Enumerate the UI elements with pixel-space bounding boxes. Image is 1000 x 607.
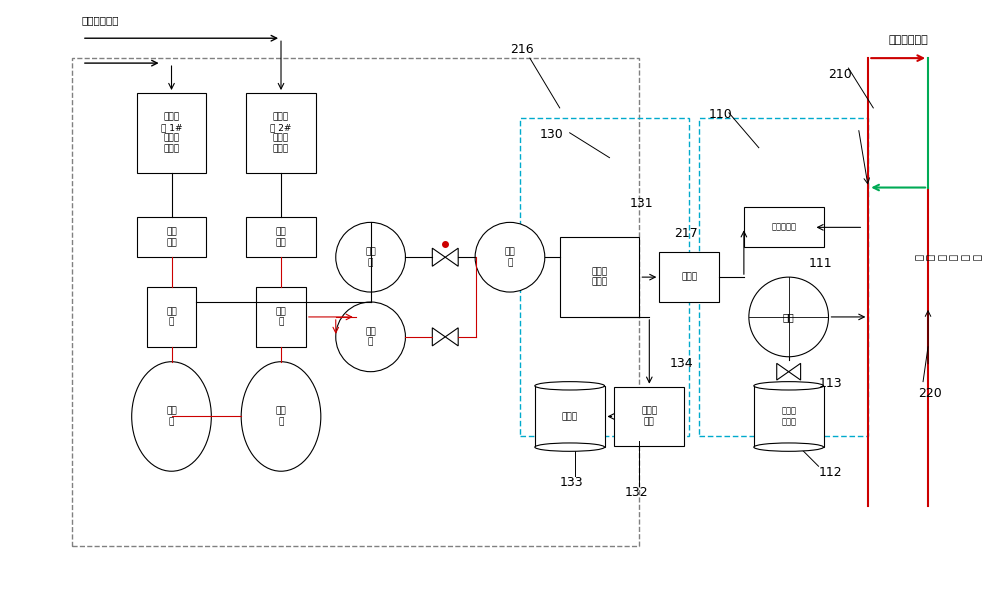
FancyBboxPatch shape <box>535 386 605 447</box>
Ellipse shape <box>754 382 824 390</box>
Ellipse shape <box>754 443 824 452</box>
Text: 粉尘
罐: 粉尘 罐 <box>166 407 177 426</box>
Text: 217: 217 <box>674 227 698 240</box>
FancyBboxPatch shape <box>147 287 196 347</box>
Ellipse shape <box>535 382 605 390</box>
Circle shape <box>336 222 405 292</box>
FancyBboxPatch shape <box>246 93 316 172</box>
Text: 去往乏燃料侧: 去往乏燃料侧 <box>888 35 928 45</box>
Circle shape <box>749 277 828 357</box>
Text: 计数
器: 计数 器 <box>365 327 376 347</box>
Text: 110: 110 <box>709 108 733 121</box>
Circle shape <box>475 222 545 292</box>
Text: 计数
器: 计数 器 <box>505 248 515 267</box>
Ellipse shape <box>241 362 321 471</box>
Text: 210: 210 <box>828 68 852 81</box>
FancyBboxPatch shape <box>560 237 639 317</box>
Text: 卸料
机构: 卸料 机构 <box>276 228 286 247</box>
Text: 111: 111 <box>809 257 832 270</box>
Text: 113: 113 <box>819 376 842 390</box>
Text: 隔离
器: 隔离 器 <box>166 307 177 327</box>
Text: 计数
器: 计数 器 <box>365 248 376 267</box>
Text: 燃料装
卸 2#
卸料暂
存装置: 燃料装 卸 2# 卸料暂 存装置 <box>270 113 292 153</box>
Text: 隔离
器: 隔离 器 <box>276 307 286 327</box>
Ellipse shape <box>535 443 605 452</box>
Text: 燃料装
卸 1#
卸料暂
存装置: 燃料装 卸 1# 卸料暂 存装置 <box>161 113 182 153</box>
Text: 碎球罐: 碎球罐 <box>562 412 578 421</box>
Text: 134: 134 <box>669 357 693 370</box>
Text: 132: 132 <box>624 486 648 499</box>
Text: 转子: 转子 <box>783 312 795 322</box>
Text: 133: 133 <box>560 476 583 489</box>
Text: 乏
燃
料
侧
回
气: 乏 燃 料 侧 回 气 <box>914 254 982 260</box>
Text: 卸料
机构: 卸料 机构 <box>166 228 177 247</box>
Text: 131: 131 <box>629 197 653 211</box>
FancyBboxPatch shape <box>256 287 306 347</box>
Text: 粉尘
罐: 粉尘 罐 <box>276 407 286 426</box>
Ellipse shape <box>132 362 211 471</box>
FancyBboxPatch shape <box>744 208 824 247</box>
Text: 130: 130 <box>540 127 564 141</box>
Text: 112: 112 <box>819 466 842 479</box>
Circle shape <box>336 302 405 371</box>
FancyBboxPatch shape <box>659 253 719 302</box>
Text: 220: 220 <box>918 387 942 399</box>
FancyBboxPatch shape <box>754 386 824 447</box>
FancyBboxPatch shape <box>137 217 206 257</box>
Text: 碎球计
数器: 碎球计 数器 <box>641 407 657 426</box>
Text: 216: 216 <box>510 43 534 56</box>
Text: 卡堵物
收集罐: 卡堵物 收集罐 <box>781 407 796 426</box>
Text: 第二转向器: 第二转向器 <box>771 223 796 232</box>
Text: 碎球分
离装置: 碎球分 离装置 <box>591 268 608 287</box>
FancyBboxPatch shape <box>246 217 316 257</box>
Text: 卸出球形元件: 卸出球形元件 <box>82 15 119 25</box>
FancyBboxPatch shape <box>137 93 206 172</box>
Text: 发射器: 发射器 <box>681 273 697 282</box>
FancyBboxPatch shape <box>614 387 684 446</box>
